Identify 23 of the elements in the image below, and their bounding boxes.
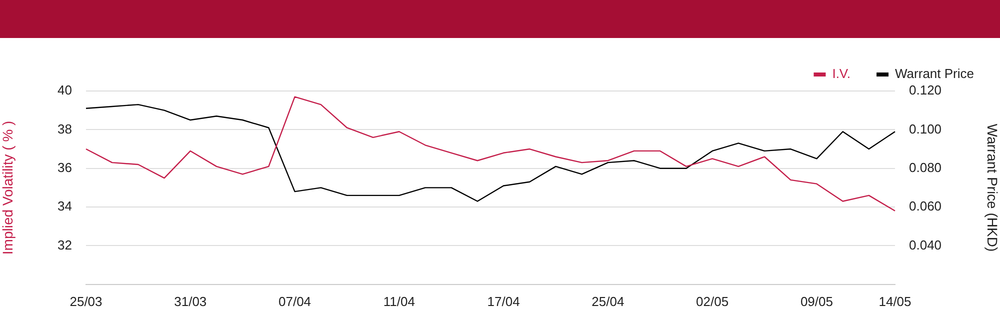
x-tick-label: 14/05 — [878, 294, 912, 309]
y-tick-label: 38 — [58, 121, 72, 136]
legend-label: I.V. — [832, 66, 851, 82]
y-tick-label: 36 — [58, 160, 72, 175]
x-tick-label: 11/04 — [383, 294, 415, 309]
x-tick-label: 25/04 — [592, 294, 624, 309]
x-tick-label: 25/03 — [70, 294, 102, 309]
x-tick-label: 09/05 — [800, 294, 833, 309]
y2-tick-label: 0.100 — [909, 121, 942, 136]
y2-tick-label: 0.040 — [909, 237, 942, 252]
y2-axis-title: Warrant Price (HKD) — [984, 124, 1000, 252]
y-tick-label: 32 — [58, 237, 72, 252]
x-tick-label: 07/04 — [278, 294, 312, 309]
x-tick-label: 17/04 — [487, 294, 520, 309]
y-axis-title: Implied Volatility ( % ) — [0, 120, 16, 255]
y-tick-label: 34 — [58, 198, 72, 214]
y2-tick-label: 0.060 — [909, 198, 942, 214]
legend-label: Warrant Price — [895, 66, 974, 82]
y2-tick-label: 0.120 — [909, 82, 942, 98]
y-tick-label: 40 — [58, 82, 72, 98]
x-tick-label: 31/03 — [174, 294, 207, 309]
y2-tick-label: 0.080 — [909, 160, 942, 175]
x-tick-label: 02/05 — [696, 294, 729, 309]
